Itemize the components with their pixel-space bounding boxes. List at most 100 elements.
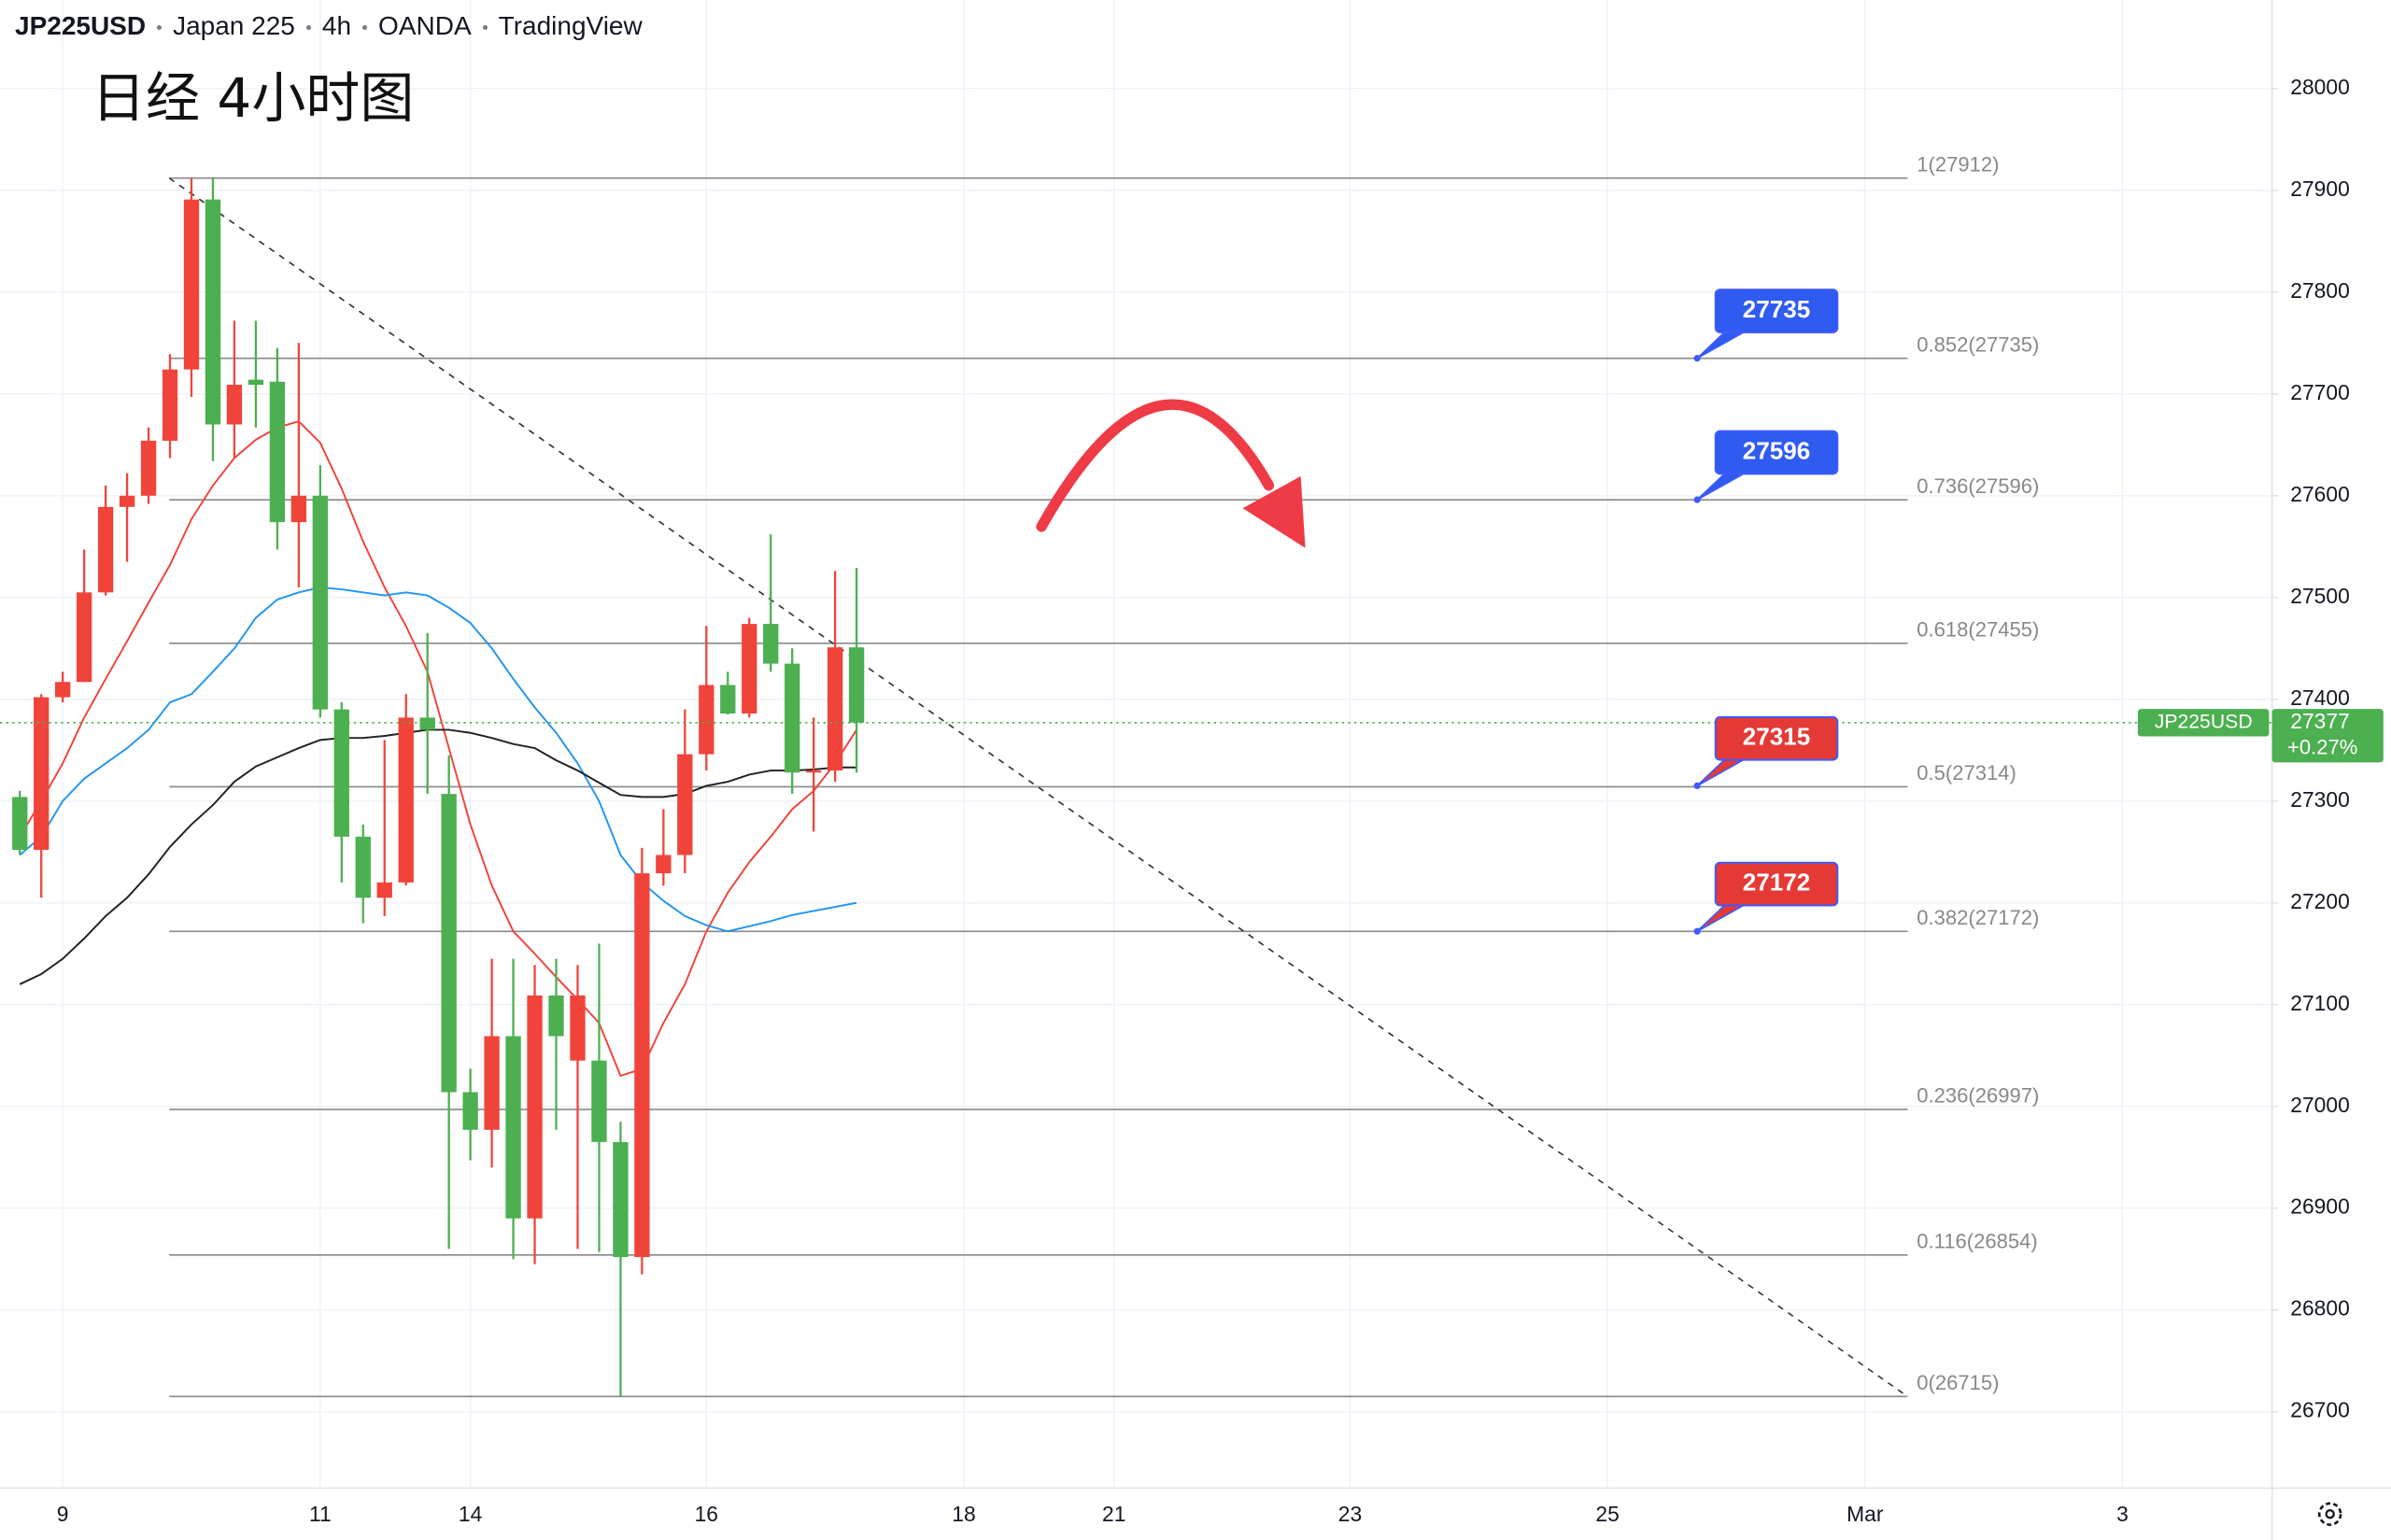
y-tick-label: 27900 [2290,177,2350,201]
y-tick-label: 26700 [2290,1398,2350,1422]
fib-label: 0.382(27172) [1917,906,2039,929]
price-tag-anchor [1693,927,1701,935]
candle-body [742,624,757,714]
candle-body [376,882,392,898]
price-tag-label: 27735 [1743,295,1811,323]
candle-body [398,717,414,883]
candle-body [312,495,328,710]
moving-average [19,420,857,1078]
candle-body [97,506,114,593]
candle-body [720,685,736,714]
candle-body [355,836,371,898]
candle-body [55,682,71,698]
settings-icon[interactable] [2317,1502,2342,1526]
moving-average [19,586,857,933]
price-tag-anchor [1693,355,1701,362]
candle-body [634,873,650,1258]
y-tick-label: 27800 [2290,278,2350,303]
fib-label: 0.116(26854) [1917,1230,2037,1253]
settings-icon-center [2325,1508,2335,1519]
fib-label: 0.236(26997) [1917,1084,2039,1108]
y-tick-label: 27700 [2290,380,2350,404]
candle-body [699,685,714,755]
broker: OANDA [351,11,472,41]
price-tag-label: 27315 [1743,723,1811,751]
candle-body [12,797,28,851]
y-tick-label: 28000 [2290,75,2350,99]
x-tick-label: 23 [1338,1502,1362,1526]
price-tag-anchor [1693,782,1701,789]
price-tag-box [1714,430,1839,475]
last-change-label: +0.27% [2287,735,2357,758]
forecast-arrow-head [1242,475,1306,548]
candle-body [183,199,200,370]
candle-body [763,624,779,664]
fib-label: 0.5(27314) [1917,761,2016,784]
x-tick-label: 3 [2116,1502,2129,1526]
candle-body [119,495,135,507]
candle-body [76,592,92,683]
fib-label: 0.736(27596) [1917,474,2039,498]
candle-body [441,794,457,1093]
candle-body [613,1141,629,1258]
symbol-badge [2137,709,2270,737]
candle-body [226,384,243,425]
chart-title: 日经 4小时图 [92,66,415,130]
x-tick-label: 21 [1102,1502,1125,1526]
fib-label: 0(26715) [1917,1371,1999,1394]
price-tag-box [1714,289,1839,333]
candle-body [806,770,822,773]
fib-label: 0.852(27735) [1917,332,2039,356]
fib-label: 1(27912) [1917,152,1999,176]
symbol-badge-label: JP225USD [2155,711,2253,732]
price-tag-box [1714,715,1839,761]
candle-body [140,440,157,496]
header: JP225USD Japan 225 4h OANDA TradingView [15,11,643,41]
platform: TradingView [472,11,643,41]
moving-average [19,728,857,985]
candle-body [290,495,307,523]
candle-body [570,995,586,1061]
candle-body [269,381,286,523]
x-tick-label: Mar [1846,1502,1884,1526]
candle-body [848,647,865,723]
plot: 1(27912) 0.852(27735) 0.736(27596) 0.618(27… [12,152,2039,1398]
y-tick-label: 27200 [2290,889,2350,913]
price-tag-label: 27596 [1743,436,1811,464]
candle-body [333,709,349,837]
x-tick-label: 16 [695,1502,718,1526]
y-tick-label: 27400 [2290,685,2350,710]
symbol: JP225USD [15,11,147,40]
candle-body [248,379,264,385]
candle-body [827,647,843,771]
forecast-arrow [1036,399,1275,532]
last-price-label: 27377 [2290,709,2350,733]
price-tag-anchor [1693,496,1701,503]
candle-body [205,199,221,425]
x-tick-label: 25 [1595,1502,1619,1526]
y-tick-label: 27100 [2290,991,2350,1015]
description: Japan 225 [146,11,295,41]
y-tick-label: 27600 [2290,482,2350,506]
y-tick-label: 26900 [2290,1194,2350,1219]
candle-body [527,995,543,1219]
candle-body [505,1036,521,1219]
price-tag-label: 27172 [1743,868,1811,896]
candle-body [785,663,800,773]
candle-body [419,717,435,730]
candle-body [34,697,50,851]
y-tick-label: 27500 [2290,584,2350,608]
last-price-badge [2271,709,2384,763]
candle-body [677,754,693,855]
candle-body [484,1036,500,1130]
x-tick-label: 14 [459,1502,483,1526]
candle-body [162,369,178,441]
y-tick-label: 26800 [2290,1296,2350,1321]
y-tick-label: 27000 [2290,1093,2350,1117]
y-tick-label: 27300 [2290,787,2350,812]
candle-body [548,995,564,1037]
candle-body [591,1060,607,1142]
